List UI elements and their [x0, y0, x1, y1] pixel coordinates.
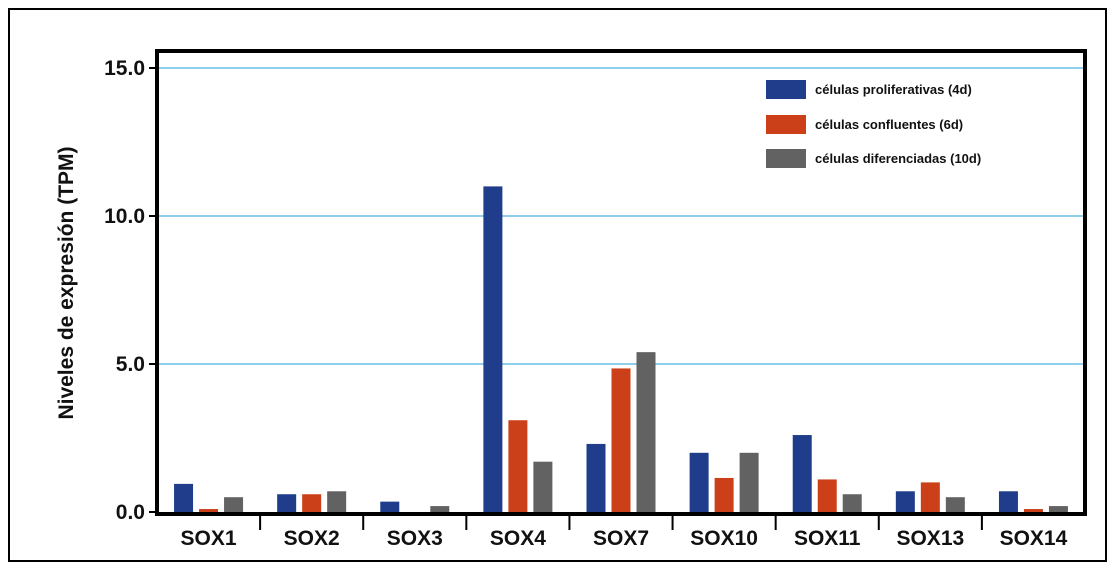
legend-label: células confluentes (6d)	[815, 117, 963, 132]
bars	[174, 186, 1068, 512]
x-tick-label: SOX4	[490, 527, 546, 550]
bar-sox10-series-3	[739, 452, 759, 512]
x-tick-label: SOX1	[181, 527, 237, 550]
bar-sox4-series-1	[483, 186, 503, 512]
bar-sox13-series-1	[895, 491, 915, 512]
legend-label: células proliferativas (4d)	[815, 82, 972, 97]
bar-sox14-series-1	[998, 491, 1018, 512]
bar-sox10-series-1	[689, 452, 709, 512]
x-tick-label: SOX2	[284, 527, 340, 550]
legend: células proliferativas (4d) células confl…	[766, 80, 981, 168]
bar-sox7-series-2	[611, 368, 631, 512]
bar-sox1-series-1	[174, 483, 194, 512]
bar-sox13-series-2	[920, 482, 940, 512]
bar-sox2-series-1	[277, 494, 297, 512]
bar-sox11-series-1	[792, 435, 812, 512]
bar-sox14-series-2	[1023, 509, 1043, 512]
bar-sox3-series-1	[380, 501, 400, 512]
bar-sox13-series-3	[945, 497, 965, 512]
y-tick-label: 15.0	[104, 57, 145, 80]
y-axis-label: Niveles de expresión (TPM)	[55, 146, 78, 419]
bar-sox14-series-3	[1048, 506, 1068, 512]
bar-sox4-series-2	[508, 420, 528, 512]
bar-sox7-series-3	[636, 352, 656, 512]
x-tick-label: SOX13	[896, 527, 964, 550]
bar-sox10-series-2	[714, 477, 734, 512]
y-tick-label: 10.0	[104, 205, 145, 228]
y-axis-ticks: 0.0 5.0 10.0 15.0	[104, 57, 157, 524]
bar-sox1-series-2	[199, 509, 219, 512]
bar-sox1-series-3	[224, 497, 244, 512]
bar-sox11-series-2	[817, 479, 837, 512]
y-tick-label: 0.0	[116, 501, 145, 524]
plot-area-border	[155, 49, 1087, 516]
bar-sox2-series-3	[327, 491, 347, 512]
x-tick-label: SOX10	[690, 527, 758, 550]
x-tick-label: SOX3	[387, 527, 443, 550]
x-tick-label: SOX14	[1000, 527, 1068, 550]
legend-swatch	[766, 115, 806, 134]
x-tick-label: SOX7	[593, 527, 649, 550]
x-axis-ticks: SOX1 SOX2 SOX3 SOX4 SOX7 SOX10 SOX11 SOX13 SOX14	[181, 512, 1068, 550]
bar-sox2-series-2	[302, 494, 322, 512]
bar-sox4-series-3	[533, 461, 553, 512]
y-tick-label: 5.0	[116, 353, 145, 376]
gridlines	[157, 67, 1085, 365]
bar-sox3-series-3	[430, 506, 450, 512]
bar-sox11-series-3	[842, 494, 862, 512]
legend-swatch	[766, 80, 806, 99]
legend-swatch	[766, 149, 806, 168]
x-tick-label: SOX11	[794, 527, 861, 550]
legend-label: células diferenciadas (10d)	[815, 151, 981, 166]
bar-sox7-series-1	[586, 443, 606, 512]
chart-frame	[8, 8, 1107, 562]
